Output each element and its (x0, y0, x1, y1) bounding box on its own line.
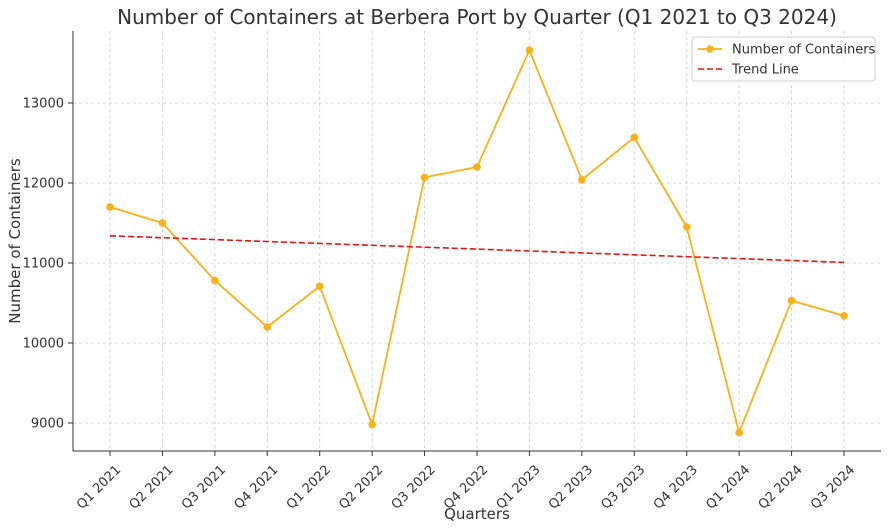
x-tick-label: Q3 2023 (598, 463, 648, 513)
chart-title: Number of Containers at Berbera Port by … (117, 5, 837, 29)
y-tick-label: 10000 (23, 337, 64, 352)
data-point (682, 223, 691, 231)
y-tick-label: 9000 (31, 417, 64, 432)
legend-label: Trend Line (731, 63, 799, 78)
series-trend-line (109, 235, 845, 264)
data-point (525, 46, 534, 54)
x-tick-label: Q2 2023 (546, 463, 596, 513)
x-tick-label: Q3 2021 (179, 463, 229, 513)
x-tick-label: Q1 2022 (284, 463, 334, 513)
data-point (420, 173, 429, 182)
x-tick-label: Q1 2024 (703, 463, 753, 513)
y-axis-ticks: 9000 10000 11000 12000 13000 (23, 97, 73, 432)
data-point (158, 219, 167, 227)
x-tick-label: Q1 2021 (74, 463, 124, 513)
series-number-of-containers (106, 46, 848, 437)
legend-swatch-marker (706, 45, 714, 53)
series-layer (106, 46, 848, 437)
x-tick-label: Q2 2022 (336, 463, 386, 513)
data-point (211, 276, 219, 285)
x-tick-label: Q4 2021 (231, 463, 281, 513)
legend: Number of Containers Trend Line (691, 36, 876, 82)
data-point (263, 323, 272, 331)
data-point (368, 420, 376, 429)
data-point (578, 176, 586, 184)
data-point (315, 282, 324, 291)
y-tick-label: 12000 (23, 177, 64, 192)
trend-line (109, 235, 845, 264)
x-tick-label: Q3 2022 (389, 463, 439, 513)
data-point (735, 428, 743, 437)
x-tick-label: Q2 2021 (127, 463, 177, 513)
x-axis-ticks: Q1 2021 Q2 2021 Q3 2021 Q4 2021 Q1 2022 Q2 20… (74, 451, 858, 513)
data-point (787, 296, 796, 305)
y-tick-label: 13000 (23, 97, 64, 112)
data-point (840, 312, 848, 320)
y-tick-label: 11000 (23, 257, 64, 272)
x-axis-label: Quarters (444, 505, 510, 523)
data-point (106, 203, 114, 211)
x-tick-label: Q3 2024 (808, 463, 858, 513)
legend-box (691, 36, 876, 82)
y-axis-label: Number of Containers (6, 158, 24, 324)
grid (73, 31, 881, 451)
data-point (473, 163, 481, 171)
legend-label: Number of Containers (732, 43, 876, 58)
data-point (630, 133, 639, 142)
x-tick-label: Q2 2024 (756, 463, 806, 513)
x-tick-label: Q4 2023 (651, 463, 701, 513)
